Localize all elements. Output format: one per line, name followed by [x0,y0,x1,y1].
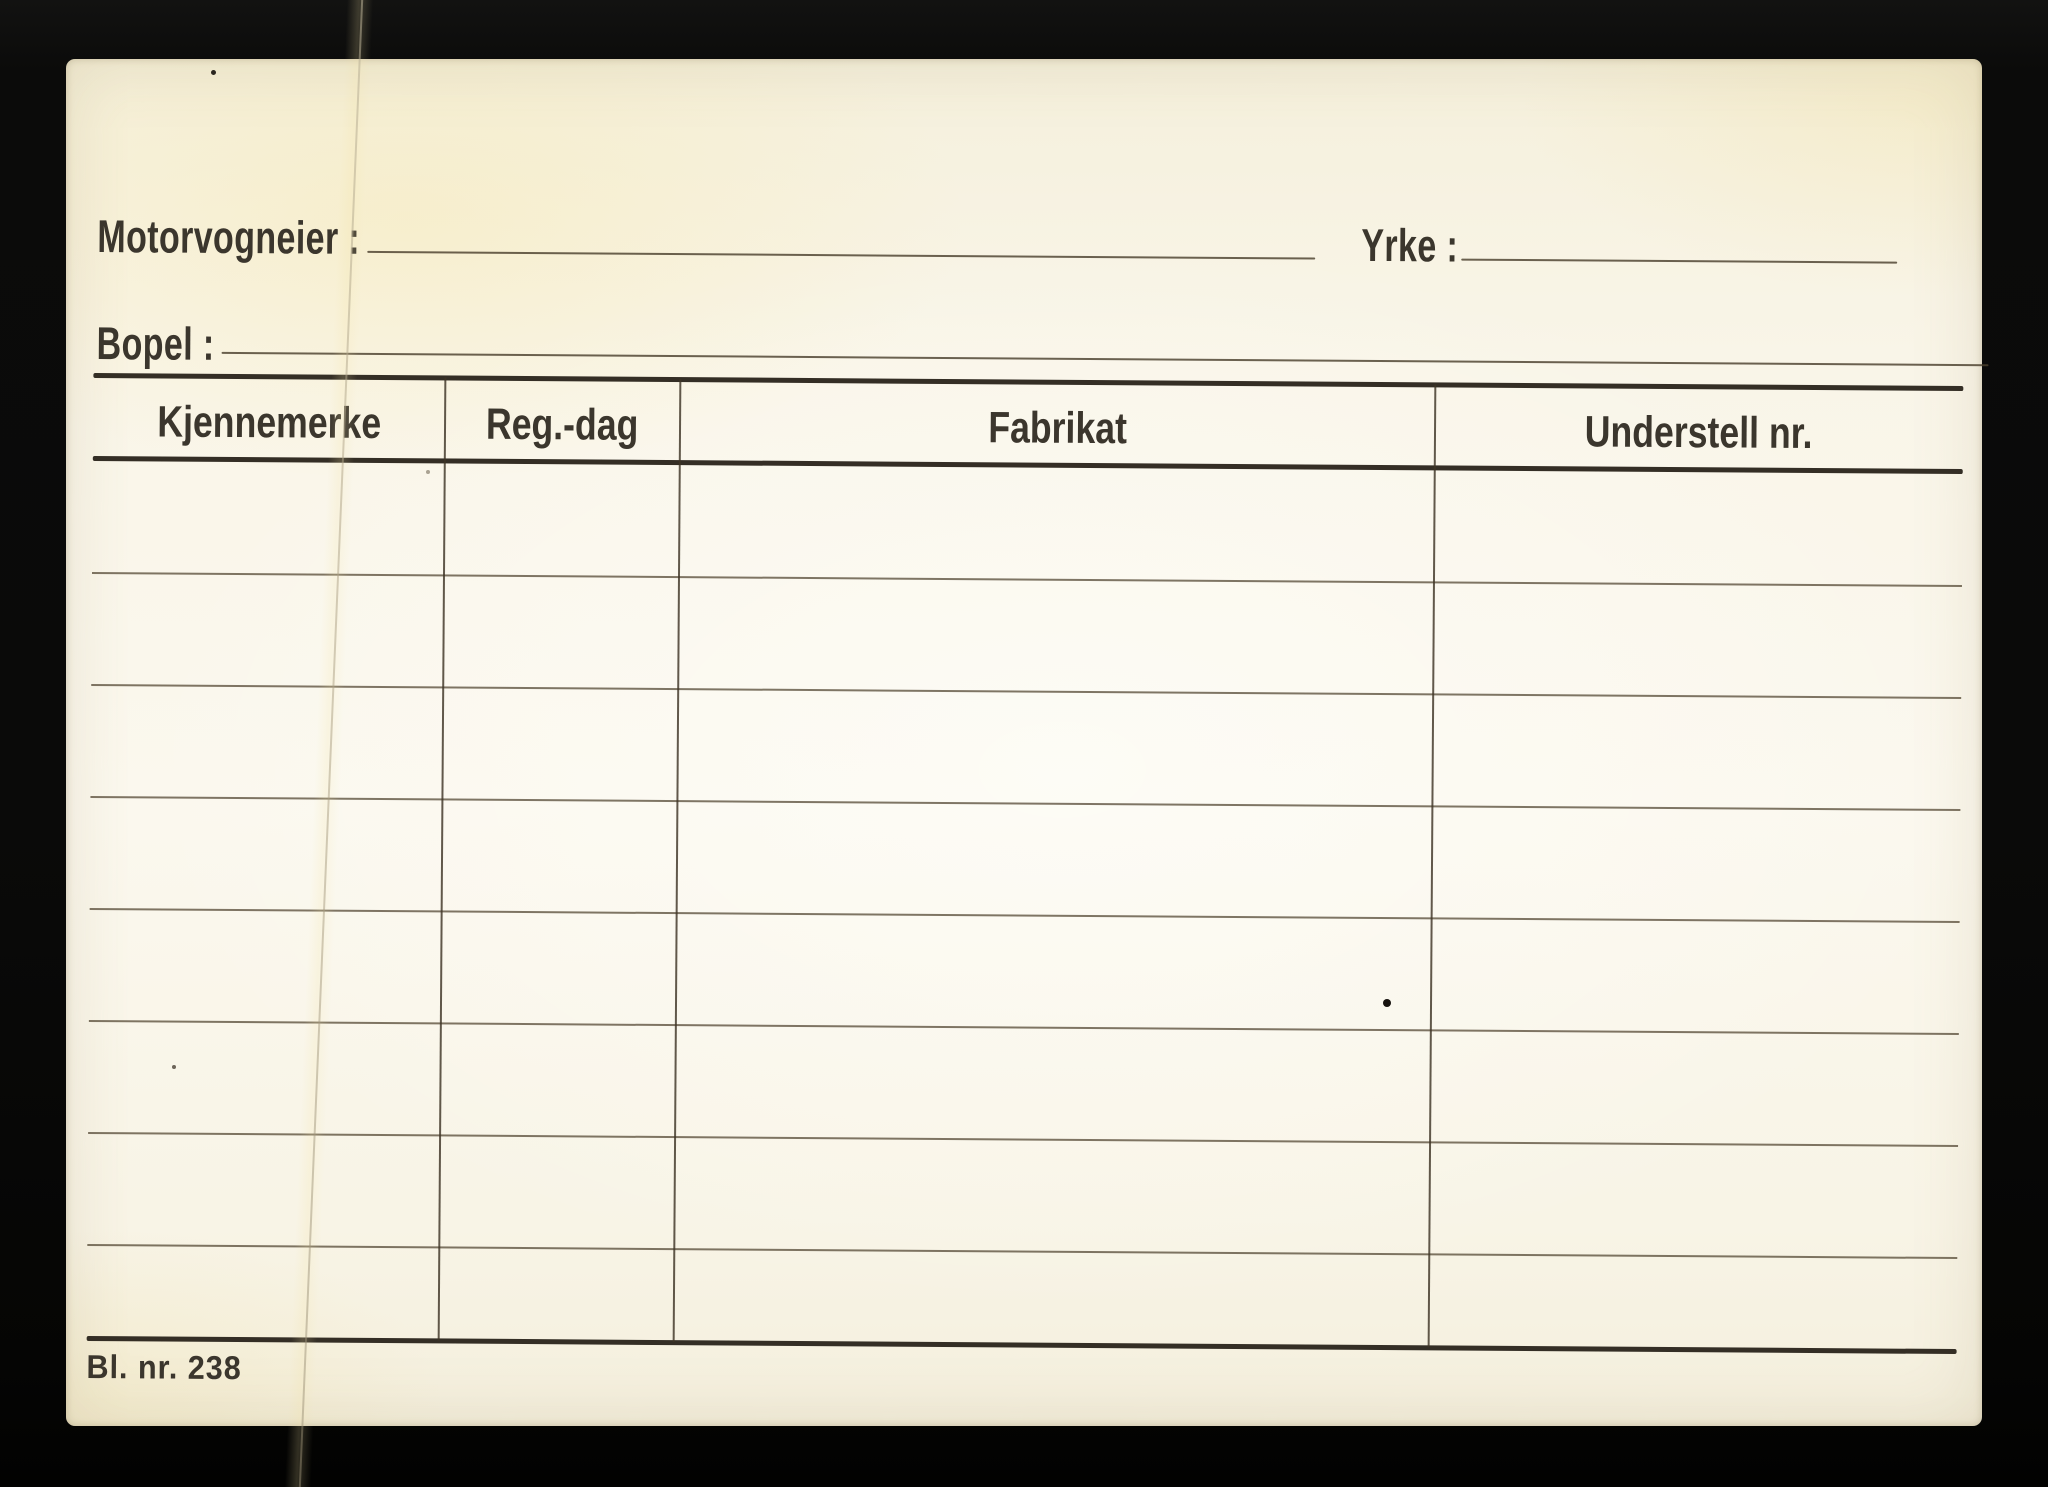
occupation-label: Yrke : [1361,218,1459,272]
column-header-understell-nr: Understell nr. [1584,407,1814,459]
ink-speck [426,470,430,474]
records-table: Kjennemerke Reg.-dag Fabrikat Understell… [6,0,2048,1355]
column-header-fabrikat: Fabrikat [988,403,1128,454]
ink-speck [211,70,216,75]
ink-speck [172,1065,176,1069]
residence-label: Bopel : [96,317,215,370]
registration-card [66,59,1982,1426]
form-number: Bl. nr. 238 [86,1347,242,1387]
column-divider-2 [672,379,682,1343]
ink-dot [1383,999,1391,1007]
row-rule [88,1131,1959,1148]
row-rule [90,796,1961,812]
column-divider-1 [437,377,447,1341]
owner-fill-line [367,250,1316,260]
row-rule [88,1019,1959,1036]
table-bottom-rule [86,1335,1957,1355]
residence-fill-line [221,351,1989,367]
column-header-reg-dag: Reg.-dag [486,399,639,450]
column-divider-3 [1427,384,1437,1348]
row-rule [89,907,1960,924]
table-top-rule [93,373,1964,392]
row-rule [91,572,1962,588]
column-header-kjennemerke: Kjennemerke [156,397,382,449]
occupation-fill-line [1461,258,1898,264]
row-rule [87,1243,1958,1260]
owner-label: Motorvogneier : [97,210,361,264]
row-rule [91,684,1962,700]
header-bottom-rule [92,456,1963,475]
